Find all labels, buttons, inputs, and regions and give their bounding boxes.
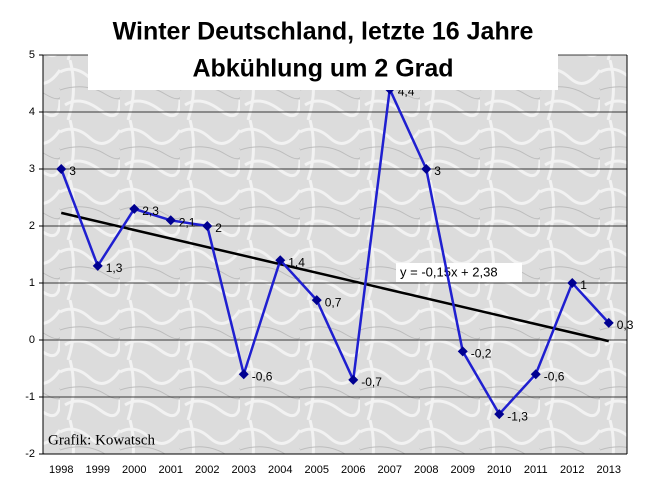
data-label: -0,6 xyxy=(252,369,273,383)
x-tick-label: 2003 xyxy=(232,464,256,476)
y-tick-label: -2 xyxy=(25,448,35,460)
x-tick-label: 1999 xyxy=(86,464,110,476)
y-tick-label: 1 xyxy=(29,277,35,289)
source-note: Grafik: Kowatsch xyxy=(48,432,156,448)
data-marker xyxy=(421,164,432,174)
data-label: -1,3 xyxy=(507,409,528,423)
data-label: 1 xyxy=(580,278,587,292)
data-marker xyxy=(348,374,359,385)
x-tick-label: 2005 xyxy=(305,464,329,476)
x-tick-label: 2002 xyxy=(195,464,219,476)
data-marker xyxy=(56,164,67,174)
data-marker xyxy=(494,409,505,420)
data-label: -0,2 xyxy=(471,347,492,361)
y-tick-label: 3 xyxy=(29,163,35,175)
data-marker xyxy=(165,215,176,226)
y-tick-label: 5 xyxy=(29,49,35,61)
x-tick-label: 2012 xyxy=(560,464,584,476)
data-label: -0,6 xyxy=(544,369,565,383)
plot-background xyxy=(43,55,627,454)
data-label: 0,3 xyxy=(617,318,634,332)
data-marker xyxy=(530,369,541,380)
trendline-label: y = -0,15x + 2,38 xyxy=(400,264,498,279)
data-label: 3 xyxy=(434,164,441,178)
data-label: 2 xyxy=(215,221,222,235)
x-tick-label: 2013 xyxy=(597,464,621,476)
chart-title: Winter Deutschland, letzte 16 Jahre xyxy=(113,18,534,46)
data-marker xyxy=(311,295,322,306)
data-label: -0,7 xyxy=(361,375,382,389)
x-tick-label: 2006 xyxy=(341,464,365,476)
data-marker xyxy=(603,317,614,328)
trendline xyxy=(60,211,610,343)
x-tick-label: 2010 xyxy=(487,464,511,476)
data-label: 1,4 xyxy=(288,255,305,269)
data-label: 3 xyxy=(69,164,76,178)
data-label: 2,3 xyxy=(142,204,159,218)
x-tick-label: 2001 xyxy=(159,464,183,476)
chart-subtitle: Abkühlung um 2 Grad xyxy=(192,55,453,83)
data-line xyxy=(60,84,610,417)
x-tick-label: 2007 xyxy=(378,464,402,476)
y-tick-label: 0 xyxy=(29,334,35,346)
data-marker xyxy=(457,346,468,357)
x-tick-label: 2009 xyxy=(451,464,475,476)
y-tick-label: 4 xyxy=(29,106,35,118)
trendline-label-box xyxy=(396,263,522,282)
x-tick-label: 1998 xyxy=(49,464,73,476)
x-tick-label: 2004 xyxy=(268,464,292,476)
data-label: 2,1 xyxy=(179,215,196,229)
x-tick-label: 2008 xyxy=(414,464,438,476)
data-marker xyxy=(129,203,140,214)
data-marker xyxy=(567,278,578,288)
data-marker xyxy=(275,255,286,266)
title-box xyxy=(88,12,558,90)
data-marker xyxy=(92,260,103,271)
data-marker xyxy=(238,369,249,380)
y-tick-label: 2 xyxy=(29,220,35,232)
data-label: 1,3 xyxy=(106,261,123,275)
x-tick-label: 2011 xyxy=(524,464,548,476)
x-tick-label: 2000 xyxy=(122,464,146,476)
y-tick-label: -1 xyxy=(25,391,35,403)
data-label: 0,7 xyxy=(325,295,342,309)
data-marker xyxy=(202,221,213,231)
